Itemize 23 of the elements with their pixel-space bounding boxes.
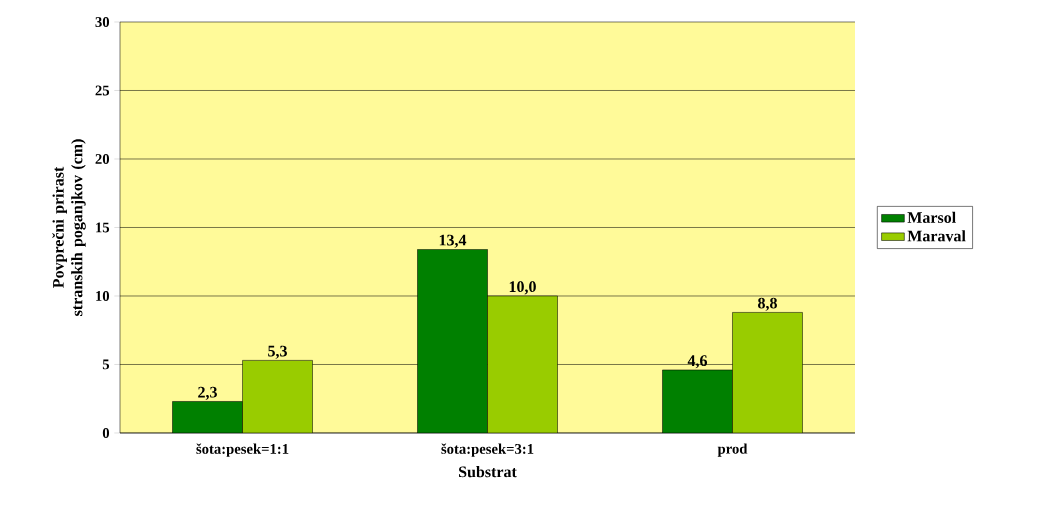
x-tick-label: šota:pesek=3:1 [441, 443, 534, 457]
bar [732, 312, 803, 433]
bar [242, 360, 313, 433]
legend-label: Maraval [907, 230, 966, 242]
y-tick-label: 20 [95, 154, 110, 164]
data-label: 13,4 [439, 234, 467, 248]
data-label: 10,0 [509, 281, 536, 295]
y-tick-label: 15 [96, 222, 110, 233]
x-tick-label: prod [717, 443, 748, 457]
data-label: 8,8 [758, 297, 777, 311]
data-label: 4,6 [687, 355, 708, 369]
y-tick-label: 10 [96, 291, 110, 301]
y-tick-label: 5 [102, 359, 110, 370]
y-tick-label: 25 [95, 85, 110, 96]
bar [487, 295, 558, 433]
legend-label: Marsol [907, 211, 956, 223]
y-axis-title: Povprečni prirast stranskih poganjkov (cm) [52, 139, 86, 316]
y-tick-label: 30 [95, 17, 110, 27]
data-label: 5,3 [268, 345, 287, 359]
x-tick-label: šota:pesek=1:1 [196, 443, 289, 457]
data-label: 2,3 [198, 386, 217, 400]
y-tick-label: 0 [102, 428, 110, 438]
x-axis-title: Substrat [459, 466, 517, 478]
